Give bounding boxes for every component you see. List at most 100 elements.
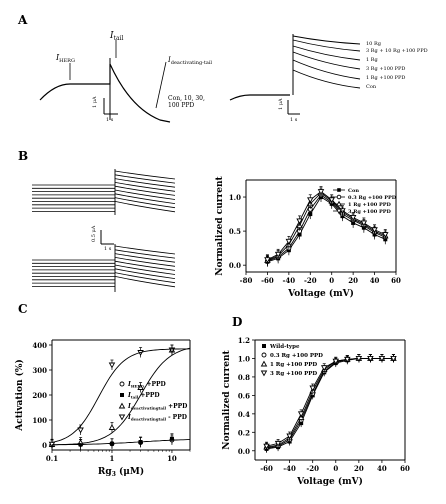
data-point-2-2: [108, 424, 116, 430]
x-tick-label: -20: [304, 276, 317, 285]
b-trace-0-1: [32, 174, 176, 189]
data-point-3-4: [307, 197, 314, 204]
x-axis-label: Voltage (mV): [296, 476, 363, 487]
data-point-3-10: [371, 227, 378, 234]
panel-label-c: C: [18, 302, 28, 316]
y-tick-label: 1.0: [229, 193, 241, 202]
y-tick-label: 100: [32, 416, 47, 425]
x-tick-label: 1: [110, 454, 115, 463]
x-tick-label: -60: [260, 464, 273, 473]
x-tick-label: -40: [283, 276, 296, 285]
trace-label-2: 3 Rg + 10 Rg +100 PPD: [366, 48, 428, 54]
b-trace-0-6: [32, 193, 176, 206]
arrow-iinact: [155, 61, 167, 109]
y-tick-label: 0.0: [238, 447, 250, 456]
data-point-3-1: [274, 251, 282, 258]
y-axis-label: Activation (%): [14, 359, 25, 431]
x-axis-label: Voltage (mV): [287, 288, 354, 299]
data-point-3-0: [264, 257, 271, 264]
y-tick-label: 0.6: [238, 391, 250, 400]
data-point-3-2: [286, 433, 293, 440]
legend-label-3: 3 Rg +100 PPD: [348, 209, 391, 215]
legend-label-2: 1 Rg +100 PPD: [348, 202, 391, 208]
data-point-3-2: [108, 362, 116, 369]
chart-d: -60 -40 -20 0 20 40 60 0.0 0.2 0.4 0.6 0.8 1.0 1.2 Vol…: [222, 336, 410, 487]
y-tick-label: 0.8: [238, 373, 250, 382]
label-iherg: IHERG: [55, 53, 75, 64]
panel-a-right-labels: 10 Rg 3 Rg + 10 Rg +100 PPD 1 Rg 3 Rg +1…: [366, 41, 428, 90]
series-line-3: [266, 358, 394, 447]
trace-1: [292, 35, 361, 45]
data-point-3-9: [367, 356, 374, 362]
data-point-3-11: [382, 232, 389, 238]
x-tick-label: -80: [240, 276, 253, 285]
panel-label-b: B: [18, 149, 28, 163]
trace-6: [292, 69, 361, 89]
x-tick-label: 10: [167, 454, 177, 463]
trace-label-1: 10 Rg: [366, 41, 382, 47]
b-trace-1-1: [32, 249, 176, 264]
data-point-3-9: [360, 220, 368, 227]
b-trace-1-4: [32, 260, 176, 274]
note-line1: Con, 10, 30,: [168, 95, 205, 102]
x-tick-label: 60: [400, 464, 410, 473]
b-trace-1-8: [32, 276, 176, 288]
fit-curve-plus-ppd: [51, 347, 191, 446]
scale-label-y-b: 0.5 μA: [91, 225, 97, 242]
legend-marker-1: [336, 194, 342, 200]
panel-b-traces: [32, 169, 176, 292]
legend-marker-3: [260, 370, 268, 377]
b-trace-0-4: [32, 185, 176, 199]
x-tick-label: -20: [306, 464, 319, 473]
legend-marker-3: [335, 208, 343, 215]
x-tick-label: 0.1: [46, 454, 58, 463]
legend-label-0: Wild-type: [269, 344, 300, 350]
data-point-3-0: [263, 443, 270, 450]
panel-a-right-traces: [229, 34, 361, 101]
scale-label-y-right: 1 μA: [278, 98, 284, 110]
y-tick-label: 0.4: [238, 410, 250, 419]
b-trace-1-5: [32, 264, 176, 277]
b-trace-1-3: [32, 257, 176, 271]
data-point-3-3: [297, 411, 305, 418]
fit-curve-minus-ppd: [51, 348, 191, 443]
data-point-3-4: [309, 385, 316, 392]
legend-label-2: Ideactivatingtail +PPD: [127, 403, 187, 411]
trace-5: [292, 59, 361, 80]
y-tick-label: 0: [42, 441, 47, 450]
trace-label-5: 1 Rg +100 PPD: [366, 75, 405, 81]
x-tick-label: 0: [333, 464, 338, 473]
panel-label-a: A: [17, 13, 28, 27]
data-point-3-3: [296, 218, 303, 225]
data-point-3-5: [317, 189, 325, 196]
x-tick-label: 40: [370, 276, 380, 285]
data-point-2-3: [137, 384, 144, 390]
x-tick-label: 20: [354, 464, 364, 473]
trace-4: [292, 51, 361, 70]
data-point-3-8: [355, 356, 363, 362]
scale-label-x-b: 1 s: [104, 246, 112, 252]
y-axis-label: Normalized current: [215, 175, 225, 275]
legend-marker-2: [260, 360, 268, 367]
data-point-3-8: [349, 215, 357, 221]
series-line-3: [267, 191, 386, 261]
scale-label-x-right: 1 s: [290, 117, 298, 123]
y-tick-label: 0.2: [238, 428, 250, 437]
b-trace-1-0: [32, 245, 176, 261]
data-point-3-1: [77, 427, 84, 434]
scale-label-y: 1 μA: [92, 96, 98, 108]
scale-label-x: 1 s: [106, 117, 114, 123]
data-point-3-6: [328, 197, 335, 204]
data-point-3-5: [320, 365, 328, 372]
data-point-3-10: [378, 356, 386, 362]
x-tick-label: -60: [261, 276, 274, 285]
legend-label-2: 1 Rg +100 PPD: [270, 362, 317, 368]
label-itail: Itail: [109, 31, 123, 42]
legend-marker-0: [262, 344, 266, 348]
trace-label-4: 3 Rg +100 PPD: [366, 66, 405, 72]
b-trace-0-7: [32, 197, 176, 209]
legend-label-3: 3 Rg +100 PPD: [270, 371, 317, 377]
